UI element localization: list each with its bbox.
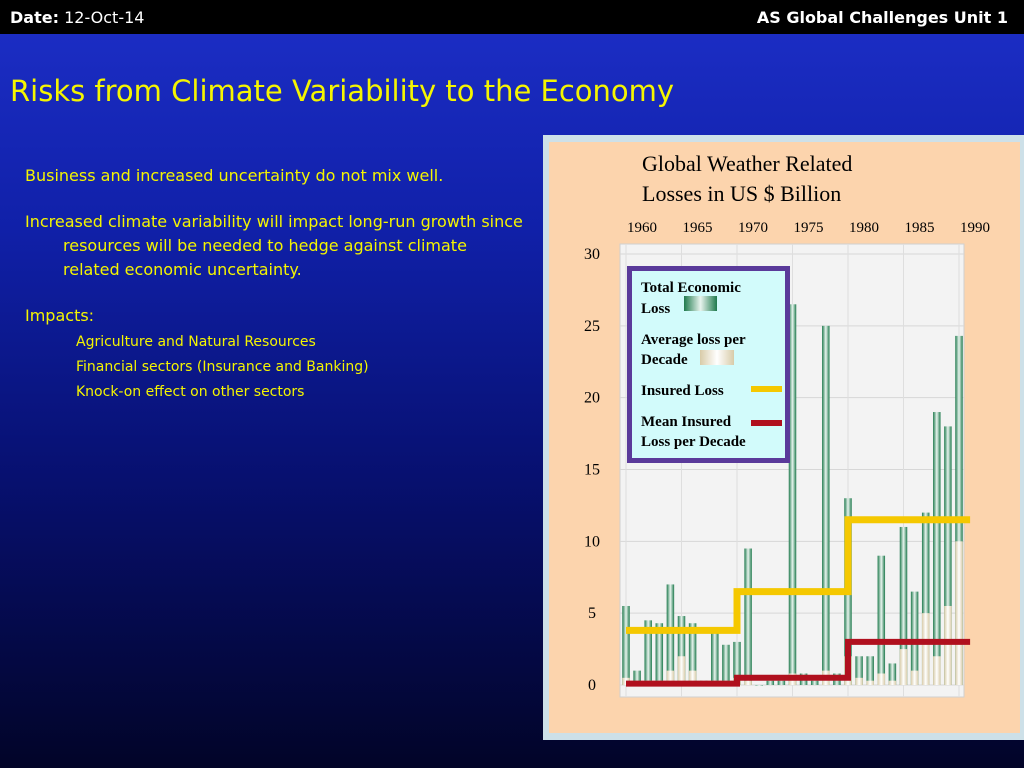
legend-swatch-average-loss xyxy=(700,350,734,365)
economic-loss-bar xyxy=(933,412,941,685)
y-tick-label: 25 xyxy=(584,318,600,335)
economic-loss-bar xyxy=(711,627,719,685)
y-tick-label: 10 xyxy=(584,533,600,550)
legend-swatch-insured-loss xyxy=(751,386,782,392)
legend-entry-label: Insured Loss xyxy=(641,383,724,399)
x-tick-label: 1990 xyxy=(960,220,990,236)
economic-loss-bar xyxy=(722,644,730,685)
economic-loss-bar xyxy=(677,616,686,685)
insured-loss-bar xyxy=(921,613,930,685)
economic-loss-bar xyxy=(910,591,919,685)
legend-swatch-economic-loss xyxy=(684,296,717,311)
x-tick-label: 1970 xyxy=(738,220,768,236)
x-tick-label: 1960 xyxy=(627,220,657,236)
insured-loss-bar xyxy=(688,670,697,685)
x-tick-label: 1975 xyxy=(794,220,824,236)
economic-loss-bar xyxy=(655,623,664,685)
insured-loss-bar xyxy=(899,649,908,685)
insured-loss-bar xyxy=(955,541,963,685)
y-tick-label: 0 xyxy=(588,677,596,694)
economic-loss-bar xyxy=(899,526,908,685)
insured-loss-bar xyxy=(666,670,675,685)
insured-loss-bar xyxy=(855,677,863,685)
mean-insured-step-line xyxy=(626,638,971,687)
economic-loss-bar xyxy=(633,670,641,685)
legend-entry-label: Mean Insured xyxy=(641,414,732,430)
economic-loss-bar xyxy=(622,605,630,685)
bullet-list: Business and increased uncertainty do no… xyxy=(25,164,525,405)
y-tick-label: 20 xyxy=(584,390,600,407)
x-tick-label: 1965 xyxy=(683,220,713,236)
bullet-2: Increased climate variability will impac… xyxy=(25,212,523,279)
economic-loss-bar xyxy=(888,663,897,685)
insured-loss-bar xyxy=(944,605,952,685)
x-tick-label: 1980 xyxy=(849,220,879,236)
economic-loss-bar xyxy=(644,620,652,685)
economic-loss-bar xyxy=(733,641,741,685)
economic-loss-bar xyxy=(688,623,697,685)
chart-title-line: Losses in US $ Billion xyxy=(642,181,841,206)
economic-loss-bar xyxy=(866,656,874,685)
chart-title-line: Global Weather Related xyxy=(642,151,852,176)
legend-entry-label: Loss xyxy=(641,301,670,317)
sub-bullet-1: Agriculture and Natural Resources xyxy=(76,334,316,350)
sub-bullet-3: Knock-on effect on other sectors xyxy=(76,384,305,400)
insured-loss-bar xyxy=(877,673,886,685)
x-tick-label: 1985 xyxy=(905,220,935,236)
header-date: Date: 12-Oct-14 xyxy=(10,8,144,27)
average-loss-step-line xyxy=(626,516,971,634)
slide-title: Risks from Climate Variability to the Ec… xyxy=(10,74,675,108)
economic-loss-bar xyxy=(810,680,819,685)
economic-loss-bar xyxy=(955,335,963,685)
bullet-3: Impacts: xyxy=(25,306,95,325)
legend-entry-label: Average loss per xyxy=(641,332,746,348)
legend-entry-label: Loss per Decade xyxy=(641,434,746,450)
economic-loss-bar xyxy=(755,685,763,686)
economic-loss-bar xyxy=(766,680,775,685)
date-value: 12-Oct-14 xyxy=(64,8,145,27)
economic-loss-bar xyxy=(777,680,786,685)
economic-loss-bar xyxy=(855,656,863,685)
economic-loss-bar xyxy=(877,555,886,685)
header-unit: AS Global Challenges Unit 1 xyxy=(756,8,1008,27)
insured-loss-bar xyxy=(933,656,941,685)
economic-loss-bar xyxy=(744,548,752,685)
economic-loss-bar xyxy=(822,325,830,685)
y-tick-label: 30 xyxy=(584,246,600,263)
insured-loss-bar xyxy=(744,680,752,685)
insured-loss-bar xyxy=(910,670,919,685)
insured-loss-bar xyxy=(677,656,686,685)
economic-loss-bar xyxy=(788,304,797,685)
y-tick-label: 15 xyxy=(584,462,600,479)
economic-loss-bar xyxy=(944,426,952,685)
y-tick-label: 5 xyxy=(588,605,596,622)
legend-entry-label: Total Economic xyxy=(641,280,741,296)
legend-swatch-mean-insured xyxy=(751,420,782,426)
legend-entry-label: Decade xyxy=(641,352,688,368)
header-bar: Date: 12-Oct-14 AS Global Challenges Uni… xyxy=(0,0,1024,34)
economic-loss-bar xyxy=(921,512,930,685)
economic-loss-bar xyxy=(666,584,675,685)
insured-loss-bar xyxy=(866,680,874,685)
sub-bullet-2: Financial sectors (Insurance and Banking… xyxy=(76,359,369,375)
date-label: Date: xyxy=(10,8,59,27)
bullet-1: Business and increased uncertainty do no… xyxy=(25,166,444,185)
insured-loss-bar xyxy=(888,680,897,685)
